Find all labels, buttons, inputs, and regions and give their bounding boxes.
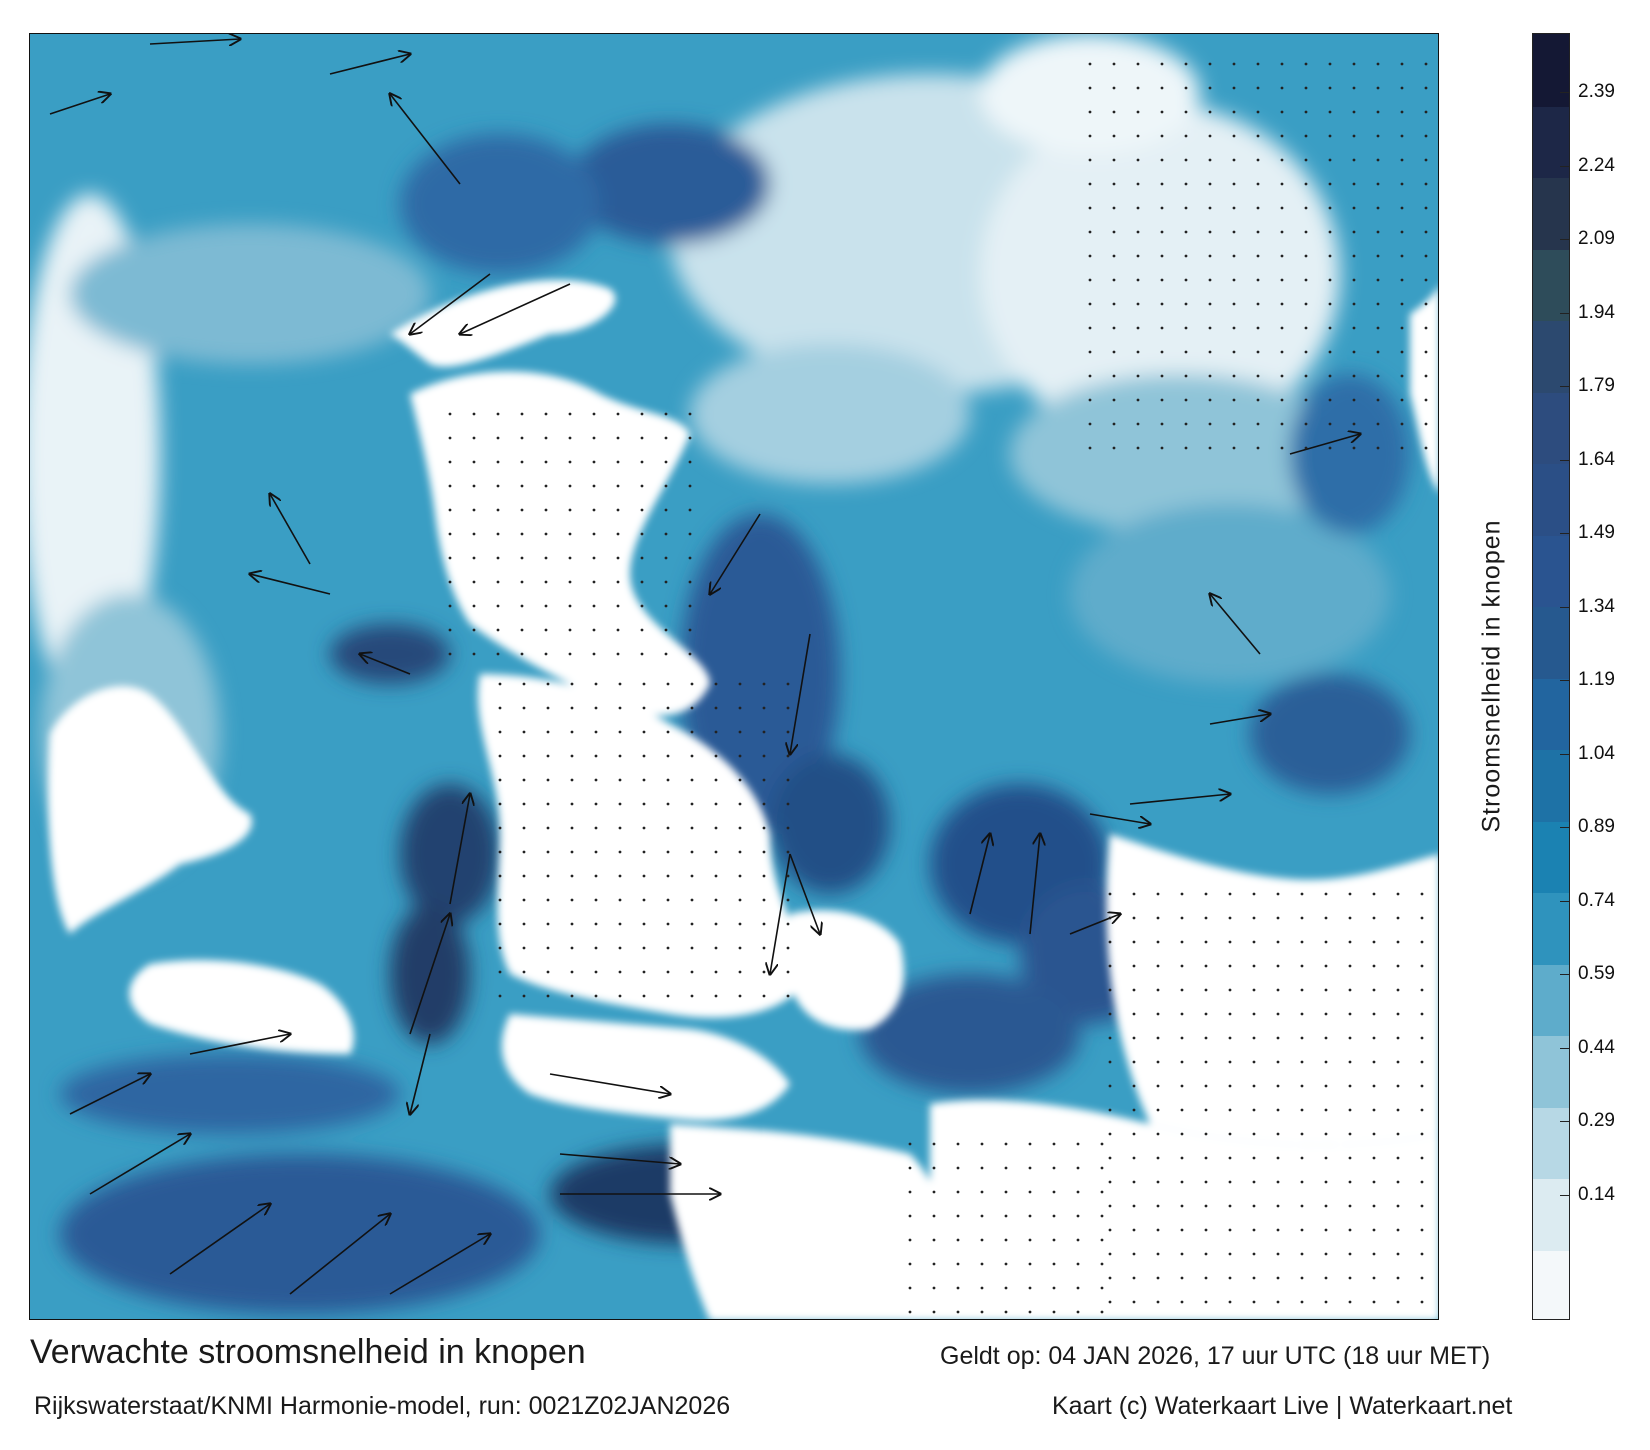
colorbar-tick-label: 0.89: [1578, 816, 1615, 837]
colorbar-band: [1533, 320, 1569, 393]
colorbar-band: [1533, 177, 1569, 250]
colorbar-tick-mark: [1560, 533, 1570, 534]
colorbar-band: [1533, 1035, 1569, 1108]
colorbar-tick-mark: [1560, 680, 1570, 681]
colorbar-tick-label: 2.39: [1578, 81, 1615, 102]
colorbar-tick-mark: [1560, 606, 1570, 608]
colorbar-tick-label: 1.64: [1578, 448, 1615, 470]
colorbar-band: [1533, 391, 1569, 464]
colorbar-tick-label: 0.14: [1578, 1183, 1615, 1205]
colorbar-tick-label: 1.79: [1578, 375, 1615, 396]
colorbar-band: [1533, 105, 1569, 178]
colorbar-band: [1533, 606, 1569, 679]
colorbar-tick-label: 1.34: [1578, 595, 1615, 617]
current-arrows: [49, 39, 1360, 1295]
colorbar-tick-mark: [1560, 239, 1570, 240]
speed-colorbar: [1532, 33, 1570, 1320]
colorbar-tick-label: 1.94: [1578, 301, 1615, 323]
colorbar-tick-label: 1.49: [1578, 522, 1615, 543]
colorbar-band: [1533, 677, 1569, 750]
model-run: Rijkswaterstaat/KNMI Harmonie-model, run…: [34, 1392, 731, 1420]
colorbar-tick-mark: [1560, 312, 1570, 314]
colorbar-title: Stroomsnelheid in knopen: [1477, 519, 1506, 833]
colorbar-tick-label: 0.44: [1578, 1036, 1615, 1058]
valid-time: Geldt op: 04 JAN 2026, 17 uur UTC (18 uu…: [940, 1342, 1491, 1370]
colorbar-tick-mark: [1560, 1047, 1570, 1049]
colorbar-band: [1533, 1249, 1569, 1319]
grid-dots: [448, 62, 1428, 1314]
colorbar-tick-label: 2.24: [1578, 154, 1615, 176]
colorbar-tick-mark: [1560, 386, 1570, 387]
land-areas: [48, 279, 1438, 1319]
colorbar-tick-mark: [1560, 827, 1570, 828]
current-speed-map[interactable]: [29, 33, 1439, 1320]
colorbar-tick-label: 0.29: [1578, 1110, 1615, 1131]
colorbar-band: [1533, 749, 1569, 822]
colorbar-tick-mark: [1560, 1194, 1570, 1196]
colorbar-band: [1533, 963, 1569, 1036]
colorbar-band: [1533, 892, 1569, 965]
colorbar-band: [1533, 463, 1569, 536]
map-canvas: [30, 34, 1438, 1319]
map-credit: Kaart (c) Waterkaart Live | Waterkaart.n…: [1052, 1392, 1513, 1420]
colorbar-band: [1533, 248, 1569, 321]
colorbar-tick-label: 1.19: [1578, 669, 1615, 690]
colorbar-tick-label: 0.59: [1578, 963, 1615, 984]
colorbar-tick-label: 0.74: [1578, 889, 1615, 911]
colorbar-tick-label: 1.04: [1578, 742, 1615, 764]
map-title: Verwachte stroomsnelheid in knopen: [30, 1333, 586, 1371]
colorbar-tick-mark: [1560, 1121, 1570, 1122]
colorbar-tick-mark: [1560, 753, 1570, 755]
colorbar-tick-mark: [1560, 92, 1570, 93]
colorbar-band: [1533, 534, 1569, 607]
colorbar-tick-mark: [1560, 900, 1570, 902]
colorbar-band: [1533, 820, 1569, 893]
colorbar-tick-label: 2.09: [1578, 228, 1615, 249]
colorbar-tick-mark: [1560, 459, 1570, 461]
colorbar-tick-mark: [1560, 974, 1570, 975]
colorbar-band: [1533, 1106, 1569, 1179]
colorbar-tick-mark: [1560, 165, 1570, 167]
colorbar-band: [1533, 34, 1569, 107]
colorbar-band: [1533, 1178, 1569, 1251]
